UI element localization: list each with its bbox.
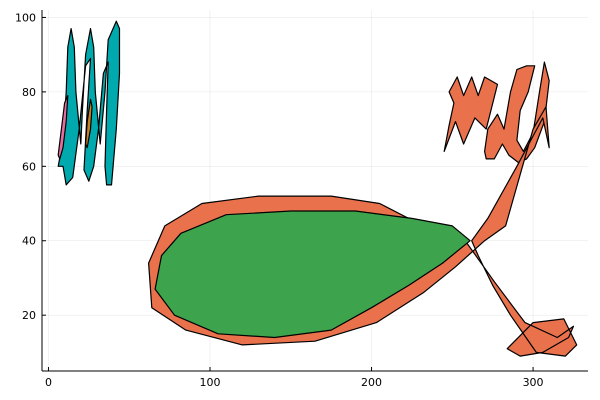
shape-fish-inner	[154, 210, 471, 339]
shape-m-inner-left	[57, 95, 69, 160]
x-tick-label: 0	[45, 376, 52, 389]
x-tick-label: 100	[200, 376, 221, 389]
x-tick-label: 200	[361, 376, 382, 389]
y-tick-label: 100	[15, 11, 36, 24]
shape-m-inner-right	[85, 98, 93, 149]
y-tick-label: 60	[22, 160, 36, 173]
axes	[41, 10, 588, 372]
y-tick-label: 80	[22, 86, 36, 99]
shape-u-part	[484, 61, 550, 164]
y-tick-label: 40	[22, 235, 36, 248]
plot-shapes	[57, 20, 578, 357]
y-tick-label: 20	[22, 309, 36, 322]
tick-labels: 0 100 200 300 20 40 60 80 100	[15, 11, 544, 389]
shape-m-outer	[57, 20, 121, 186]
x-tick-label: 300	[523, 376, 544, 389]
shape-x-loop	[443, 76, 499, 152]
